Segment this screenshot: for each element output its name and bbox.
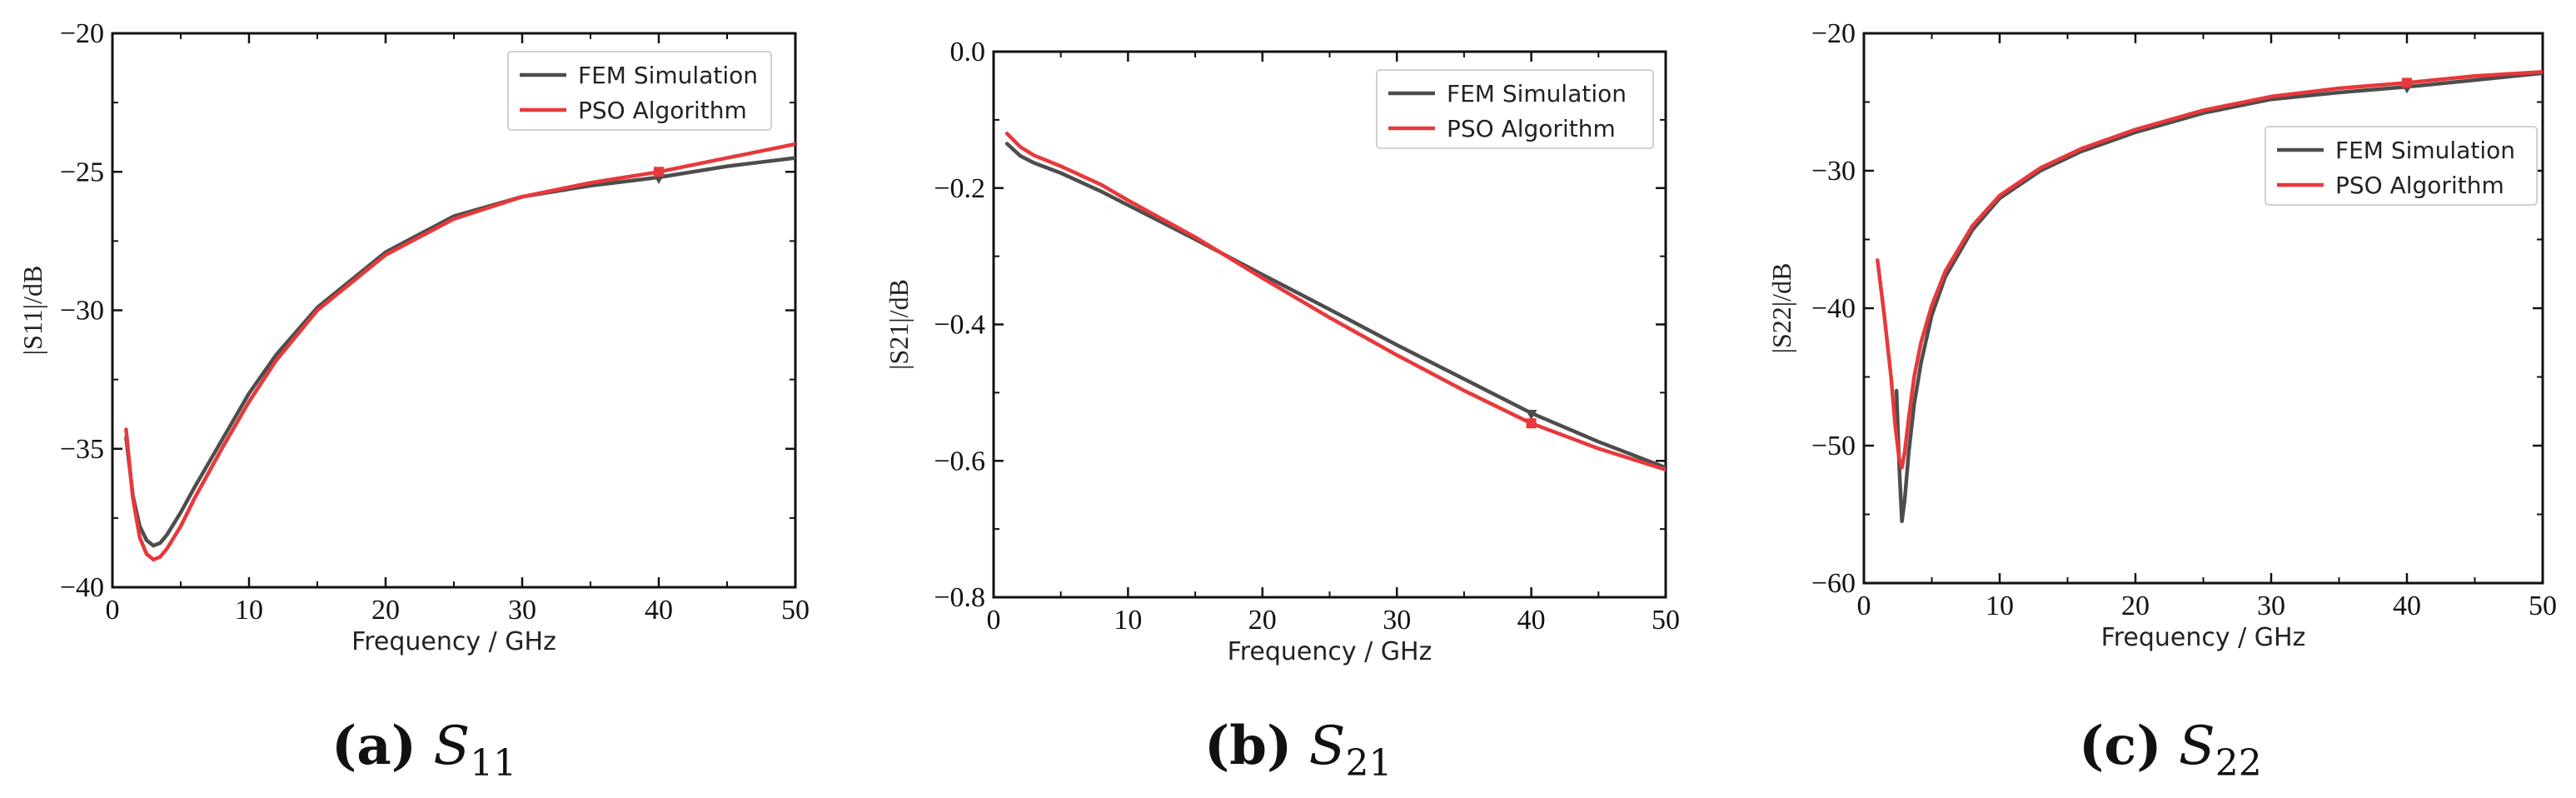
y-axis-label-a: |S11|/dB	[17, 266, 47, 356]
x-tick-label-b: 10	[1114, 605, 1142, 636]
caption-c: (c) S22	[2079, 715, 2262, 785]
legend-label-pso-a: PSO Algorithm	[578, 97, 747, 124]
x-tick-label-a: 50	[781, 595, 810, 626]
y-axis-label-c: |S22|/dB	[1766, 263, 1796, 354]
caption-a-sub: 11	[470, 742, 517, 785]
caption-a-label: (a)	[331, 715, 417, 777]
x-tick-label-c: 20	[2121, 591, 2150, 621]
y-tick-label-c: −50	[1811, 431, 1856, 461]
caption-c-sub: 22	[2215, 742, 2262, 785]
y-tick-label-b: −0.2	[934, 173, 985, 204]
legend-a: FEM Simulation PSO Algorithm	[507, 51, 772, 131]
y-tick-label-b: −0.6	[934, 446, 985, 476]
y-tick-label-a: −40	[60, 572, 104, 603]
y-tick-label-b: −0.4	[934, 310, 985, 341]
legend-label-fem-a: FEM Simulation	[578, 62, 758, 89]
x-axis-label-c: Frequency / GHz	[2101, 623, 2306, 652]
legend-label-fem-b: FEM Simulation	[1447, 80, 1627, 107]
y-tick-label-a: −25	[60, 157, 104, 187]
series-line-fem-b	[1004, 142, 1666, 470]
y-tick-label-c: −20	[1811, 18, 1856, 49]
y-tick-label-c: −60	[1811, 568, 1856, 599]
x-tick-label-a: 10	[235, 595, 263, 626]
series-line-pso-a	[124, 142, 795, 562]
series-line-pso-b	[1004, 132, 1666, 472]
series-marker-pso-b	[1526, 418, 1537, 429]
series-line-pso-c	[1876, 69, 2543, 470]
y-tick-label-c: −30	[1811, 156, 1856, 187]
legend-box-b	[1376, 69, 1654, 149]
x-tick-label-a: 20	[371, 595, 400, 626]
x-tick-label-c: 10	[1986, 591, 2014, 621]
y-tick-label-a: −30	[60, 296, 104, 327]
x-tick-label-b: 40	[1517, 605, 1546, 636]
chart-c: 0 10 20 30 40 50 −20 −30 −40 −50 −60 Frequency / GH…	[1766, 18, 2557, 652]
x-tick-label-b: 30	[1383, 605, 1411, 636]
x-tick-label-b: 20	[1248, 605, 1277, 636]
y-tick-label-b: −0.8	[934, 582, 985, 613]
legend-b: FEM Simulation PSO Algorithm	[1376, 69, 1654, 149]
y-tick-label-b: 0.0	[950, 37, 986, 67]
series-marker-fem-b	[1525, 409, 1537, 420]
plot-frame-c	[1862, 32, 2544, 585]
caption-c-label: (c)	[2079, 715, 2162, 777]
series-line-fem-c	[1894, 71, 2543, 524]
series-marker-pso-c	[2402, 77, 2412, 88]
series-marker-pso-a	[654, 167, 664, 177]
y-tick-label-c: −40	[1811, 293, 1856, 324]
legend-label-pso-b: PSO Algorithm	[1447, 115, 1616, 142]
caption-b: (b) S21	[1204, 715, 1393, 785]
caption-b-sub: 21	[1345, 742, 1393, 785]
x-tick-label-c: 30	[2257, 591, 2285, 621]
caption-a-symbol: S	[433, 716, 471, 777]
caption-b-label: (b)	[1204, 715, 1293, 777]
x-tick-label-c: 40	[2393, 591, 2421, 621]
caption-b-symbol: S	[1308, 716, 1346, 777]
x-tick-label-c: 0	[1857, 591, 1871, 621]
y-tick-label-a: −35	[60, 434, 104, 465]
y-axis-label-b: |S21|/dB	[884, 279, 914, 370]
legend-label-fem-c: FEM Simulation	[2335, 137, 2515, 164]
caption-a: (a) S11	[331, 715, 516, 785]
caption-c-symbol: S	[2178, 716, 2215, 777]
x-axis-label-a: Frequency / GHz	[351, 627, 556, 656]
series-line-fem-a	[124, 156, 795, 548]
x-tick-label-b: 0	[987, 605, 1001, 636]
legend-box-c	[2265, 126, 2538, 206]
chart-b: 0 10 20 30 40 50 0.0 −0.2 −0.4 −0.6 −0.8 Frequency …	[884, 37, 1680, 666]
legend-label-pso-c: PSO Algorithm	[2335, 172, 2504, 199]
x-axis-label-b: Frequency / GHz	[1228, 637, 1432, 666]
x-tick-label-a: 0	[106, 595, 120, 626]
chart-a: 0 10 20 30 40 50 −20 −25 −30 −35 −40 Frequency / GH…	[17, 18, 810, 656]
legend-box-a	[507, 51, 772, 131]
x-tick-label-a: 40	[645, 595, 673, 626]
x-tick-label-b: 50	[1652, 605, 1680, 636]
y-tick-label-a: −20	[60, 18, 104, 49]
x-tick-label-c: 50	[2529, 591, 2557, 621]
x-tick-label-a: 30	[508, 595, 536, 626]
legend-c: FEM Simulation PSO Algorithm	[2265, 126, 2538, 206]
